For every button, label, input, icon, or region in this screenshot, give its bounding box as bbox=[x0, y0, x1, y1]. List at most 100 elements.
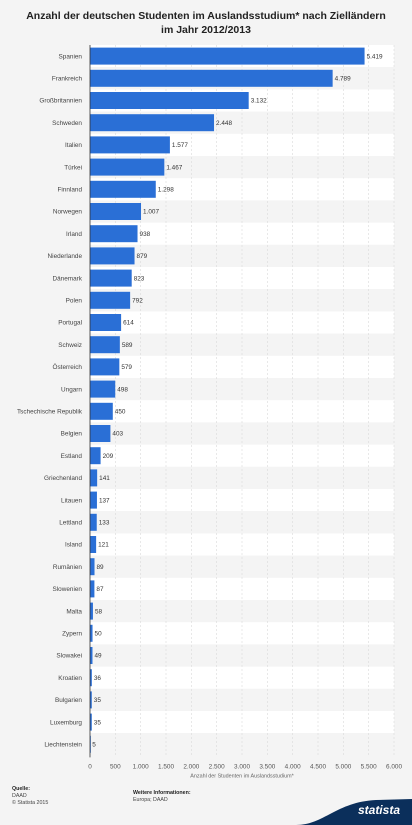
category-label: Griechenland bbox=[44, 475, 82, 482]
row-stripe bbox=[90, 644, 394, 667]
value-label: 5.419 bbox=[367, 53, 383, 60]
value-label: 614 bbox=[123, 320, 134, 327]
category-label: Spanien bbox=[59, 53, 83, 60]
value-label: 403 bbox=[112, 431, 123, 438]
bar bbox=[90, 669, 92, 687]
bar bbox=[90, 580, 95, 598]
category-label: Dänemark bbox=[53, 275, 83, 282]
value-label: 35 bbox=[94, 719, 102, 726]
category-label: Rumänien bbox=[53, 564, 83, 571]
bar bbox=[90, 314, 122, 331]
x-tick-label: 3.500 bbox=[259, 763, 275, 770]
category-label: Ungarn bbox=[61, 386, 82, 393]
value-label: 498 bbox=[117, 386, 128, 393]
row-stripe bbox=[90, 533, 394, 556]
value-label: 4.789 bbox=[335, 76, 351, 83]
bar bbox=[90, 247, 135, 265]
value-label: 137 bbox=[99, 497, 110, 504]
x-tick-label: 2.000 bbox=[183, 763, 199, 770]
x-tick-label: 3.000 bbox=[234, 763, 250, 770]
x-tick-label: 6.000 bbox=[386, 763, 402, 770]
category-label: Liechtenstein bbox=[44, 742, 82, 749]
bar bbox=[90, 158, 165, 176]
bar bbox=[90, 513, 97, 531]
bar bbox=[90, 69, 333, 87]
bar bbox=[90, 47, 365, 65]
category-label: Irland bbox=[66, 231, 82, 238]
category-label: Polen bbox=[66, 298, 83, 305]
value-label: 49 bbox=[94, 653, 102, 660]
row-stripe bbox=[90, 444, 394, 467]
category-label: Norwegen bbox=[53, 209, 83, 216]
statista-logo: statista bbox=[357, 803, 400, 817]
row-stripe bbox=[90, 333, 394, 356]
bar bbox=[90, 92, 249, 109]
value-label: 2.448 bbox=[216, 120, 232, 127]
chart-title: Anzahl der deutschen Studenten im Auslan… bbox=[26, 10, 386, 36]
category-label: Luxemburg bbox=[50, 719, 82, 726]
category-label: Österreich bbox=[53, 363, 83, 371]
category-label: Bulgarien bbox=[55, 697, 82, 704]
category-label: Lettland bbox=[59, 520, 82, 527]
value-label: 209 bbox=[103, 453, 114, 460]
category-label: Estland bbox=[61, 453, 83, 460]
bar bbox=[90, 203, 142, 220]
source-label: Quelle: bbox=[12, 786, 30, 792]
bar bbox=[90, 602, 93, 620]
value-label: 879 bbox=[137, 253, 148, 260]
x-tick-label: 500 bbox=[110, 763, 121, 770]
value-label: 50 bbox=[95, 631, 103, 638]
row-stripe bbox=[90, 688, 394, 711]
x-axis-label: Anzahl der Studenten im Auslandsstudium* bbox=[190, 773, 294, 779]
value-label: 3.132 bbox=[251, 98, 267, 105]
value-label: 938 bbox=[140, 231, 151, 238]
row-stripe bbox=[90, 400, 394, 423]
x-tick-label: 4.000 bbox=[285, 763, 301, 770]
x-tick-label: 5.500 bbox=[361, 763, 377, 770]
bar bbox=[90, 136, 170, 154]
value-label: 87 bbox=[96, 586, 104, 593]
more-info-block: Weitere Informationen: Europa; DAAD bbox=[133, 790, 191, 804]
statista-logo-bar bbox=[296, 799, 412, 825]
x-tick-label: 1.000 bbox=[133, 763, 149, 770]
bar bbox=[90, 469, 98, 487]
value-label: 1.467 bbox=[166, 164, 182, 171]
category-label: Finnland bbox=[57, 187, 82, 194]
bar bbox=[90, 114, 215, 132]
category-label: Großbritannien bbox=[39, 98, 82, 105]
value-label: 133 bbox=[99, 520, 110, 527]
category-label: Malta bbox=[66, 608, 82, 615]
copyright: © Statista 2015 bbox=[12, 800, 49, 806]
value-label: 58 bbox=[95, 608, 103, 615]
bar bbox=[90, 447, 101, 465]
value-label: 1.577 bbox=[172, 142, 188, 149]
x-tick-label: 0 bbox=[88, 763, 92, 770]
x-tick-label: 4.500 bbox=[310, 763, 326, 770]
category-label: Frankreich bbox=[52, 76, 83, 83]
bar bbox=[90, 225, 138, 243]
category-label: Schweiz bbox=[58, 342, 82, 349]
bar-chart: Spanien 5.419 Frankreich 4.789 Großbritannie… bbox=[17, 45, 402, 779]
more-info-label: Weitere Informationen: bbox=[133, 790, 191, 796]
category-label: Kroatien bbox=[58, 675, 82, 682]
category-label: Island bbox=[65, 542, 82, 549]
category-label: Schweden bbox=[52, 120, 82, 127]
category-label: Italien bbox=[65, 142, 82, 149]
value-label: 35 bbox=[94, 697, 102, 704]
bar bbox=[90, 425, 111, 442]
x-tick-label: 1.500 bbox=[158, 763, 174, 770]
x-tick-label: 2.500 bbox=[209, 763, 225, 770]
bar bbox=[90, 358, 120, 376]
category-label: Zypern bbox=[62, 631, 82, 638]
source-block: Quelle: DAAD © Statista 2015 bbox=[12, 786, 48, 807]
source-name: DAAD bbox=[12, 793, 27, 799]
category-label: Litauen bbox=[61, 497, 82, 504]
bar bbox=[90, 291, 131, 309]
category-label: Belgien bbox=[61, 431, 83, 438]
value-label: 89 bbox=[97, 564, 105, 571]
value-label: 1.007 bbox=[143, 209, 159, 216]
category-label: Tschechische Republik bbox=[17, 409, 83, 416]
bar bbox=[90, 402, 113, 420]
value-label: 121 bbox=[98, 542, 109, 549]
category-label: Portugal bbox=[58, 320, 82, 327]
